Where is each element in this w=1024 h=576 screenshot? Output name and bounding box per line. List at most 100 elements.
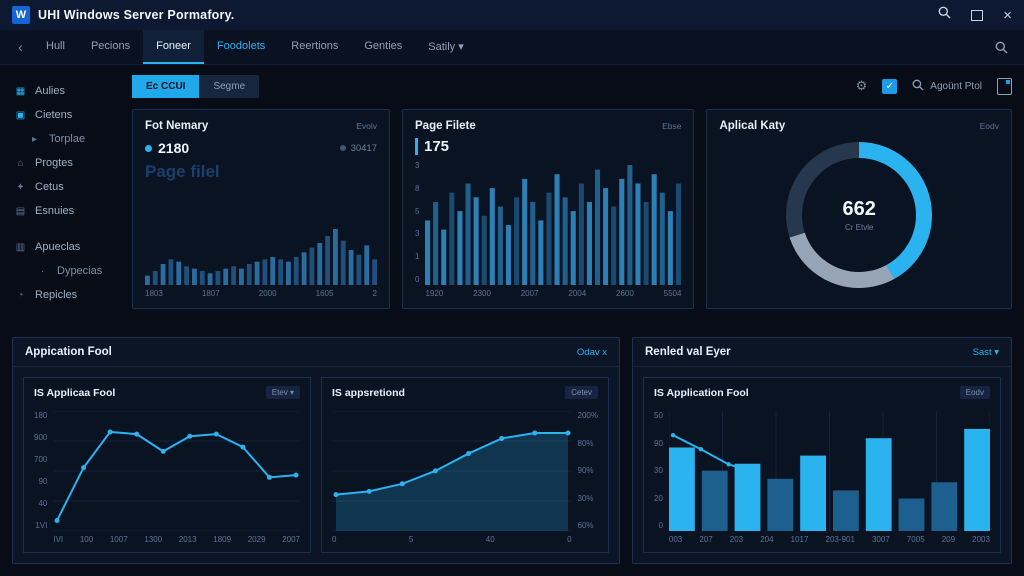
axis-label: 1 [415, 252, 420, 262]
segment-inactive-button[interactable]: Segme [199, 74, 260, 98]
axis-label: 3007 [871, 535, 890, 544]
panel-icon: ▥ [15, 241, 26, 253]
card-title: IS Application Fool [654, 386, 749, 399]
grid-icon: ▦ [15, 85, 26, 97]
sidebar-item-label: Cietens [35, 109, 73, 121]
axis-label: 30% [577, 493, 594, 503]
axis-label: 3 [415, 161, 420, 170]
toolbar-right-icons: ⚙ ✓ Agoünt Ptol [855, 77, 1012, 95]
sidebar-item-dypecias[interactable]: · Dypecias [0, 259, 128, 283]
gear-icon[interactable]: ⚙ [855, 78, 868, 93]
card-filter-dropdown[interactable]: Cetev [565, 386, 598, 399]
axis-label: 1017 [790, 535, 809, 544]
apppool-line-chart [53, 411, 301, 531]
panel-action-dropdown[interactable]: Eodv [979, 121, 999, 131]
segmented-control: Ec CCUI Segme [132, 74, 260, 98]
main-content: Ec CCUI Segme ⚙ ✓ Agoünt Ptol [128, 65, 1024, 327]
tab-hull[interactable]: Hull [46, 40, 65, 52]
line-chart-card: IS Applicaa Fool Etev ▾ 180 900 700 90 40 1VI… [23, 377, 311, 553]
axis-label: 2000 [258, 289, 277, 298]
sidebar-item-label: Torplae [49, 133, 86, 145]
axis-label: 1920 [425, 289, 444, 298]
nav-search-icon[interactable] [987, 30, 1016, 64]
axis-label: 90 [654, 438, 663, 448]
bar-chart-card: IS Application Fool Eodv 50 90 30 20 0 003 20… [643, 377, 1001, 553]
top-navbar: ‹ Hull Pecions Foneer Foodolets Reertion… [0, 30, 1024, 65]
titlebar: W UHI Windows Server Pormafory. × [0, 0, 1024, 30]
pagefile-panel: Page Filete Ebse 175 3 8 5 3 1 0 1920 2300 2007… [402, 109, 695, 309]
sidebar-item-repicles[interactable]: ◔ Repicles [0, 283, 128, 307]
x-axis-labels: 0 5 40 0 [332, 535, 572, 544]
panel-title: Renled val Eyer [645, 346, 731, 358]
donut-chart-wrap: 662 Cr Etvle [719, 132, 999, 298]
tab-foneer[interactable]: Foneer [143, 30, 204, 64]
tab-pecions[interactable]: Pecions [90, 40, 131, 52]
axis-label: 2003 [972, 535, 990, 544]
tab-reertions[interactable]: Reertions [291, 40, 339, 52]
axis-label: 90% [577, 466, 594, 475]
axis-label: 003 [668, 535, 683, 544]
axis-label: 0 [332, 535, 337, 544]
axis-label: 207 [699, 535, 713, 544]
axis-label: 1809 [213, 535, 232, 544]
tab-foodolets[interactable]: Foodolets [216, 40, 266, 52]
content-toolbar: Ec CCUI Segme ⚙ ✓ Agoünt Ptol [132, 73, 1012, 99]
y-axis-labels: 200% 80% 90% 30% 60% [578, 411, 598, 544]
sidebar-item-aulies[interactable]: ▦ Aulies [0, 79, 128, 103]
restore-window-icon[interactable] [971, 9, 984, 21]
report-icon[interactable] [997, 77, 1012, 95]
sidebar-item-label: Esnuies [35, 205, 75, 217]
panel-title: Aplical Katy [719, 120, 786, 132]
x-axis-labels: IVI 100 1007 1300 2013 1809 2029 2007 [53, 535, 300, 544]
tab-satily-dropdown[interactable]: Satily ▾ [428, 40, 464, 53]
donut-center-label: Cr Etvle [844, 223, 874, 232]
account-search[interactable]: Agoünt Ptol [912, 79, 982, 94]
segment-active-button[interactable]: Ec CCUI [132, 74, 200, 98]
panel-action-dropdown[interactable]: Sast ▾ [972, 346, 999, 358]
legend-secondary: 30417 [339, 142, 377, 154]
legend-secondary-value: 30417 [350, 142, 377, 154]
sidebar-item-cietens[interactable]: ▣ Cietens [0, 103, 128, 127]
sidebar-item-cetus[interactable]: ✦ Cetus [0, 175, 128, 199]
window-title: UHI Windows Server Pormafory. [38, 8, 235, 22]
gauge-panel: Aplical Katy Eodv 662 Cr Etvle [706, 109, 1012, 309]
sub-item-icon: ▸ [31, 133, 38, 145]
axis-label: 1807 [201, 289, 220, 298]
axis-label: 30 [654, 466, 663, 475]
axis-label: 180 [34, 411, 48, 420]
panel-title: Page Filete [415, 120, 476, 132]
search-icon [912, 79, 924, 94]
close-window-icon[interactable]: × [1003, 6, 1012, 24]
panel-action-dropdown[interactable]: Evolv [356, 121, 377, 131]
card-filter-dropdown[interactable]: Eodv [959, 386, 990, 399]
x-axis-labels: 1920 2300 2007 2004 2600 5504 [425, 289, 681, 298]
clock-icon: ◔ [17, 289, 24, 301]
panel-action-dropdown[interactable]: Ebse [662, 121, 682, 131]
ghost-watermark-text: Page filel [145, 162, 220, 181]
x-axis-labels: 1803 1807 2000 1605 2 [145, 289, 377, 298]
sidebar-item-label: Progtes [35, 157, 73, 169]
back-chevron-icon[interactable]: ‹ [18, 38, 23, 56]
sidebar-item-apueclas[interactable]: ▥ Apueclas [0, 235, 128, 259]
axis-label: 80% [577, 438, 594, 448]
legend-primary: 2180 [145, 140, 189, 156]
sidebar-item-progtes[interactable]: ⌂ Progtes [0, 151, 128, 175]
card-filter-dropdown[interactable]: Etev ▾ [265, 386, 300, 399]
sidebar-item-label: Cetus [35, 181, 64, 193]
axis-label: 209 [941, 535, 956, 544]
axis-label: 200% [577, 411, 598, 420]
panel-action-link[interactable]: Odav x [576, 346, 607, 358]
search-icon[interactable] [938, 6, 951, 24]
axis-label: 203-901 [825, 535, 855, 544]
axis-label: 7005 [906, 535, 925, 544]
sidebar-item-torplae[interactable]: ▸ Torplae [0, 127, 128, 151]
home-icon: ⌂ [17, 157, 24, 169]
sidebar-item-label: Aulies [35, 85, 65, 97]
axis-label: 5 [415, 206, 420, 216]
tab-genties[interactable]: Genties [364, 40, 403, 52]
checkbox-checked[interactable]: ✓ [882, 78, 898, 94]
sidebar-item-esnuies[interactable]: ▤ Esnuies [0, 199, 128, 223]
area-chart-card: IS appsretiond Cetev 0 5 40 0 200% 80% 90% 30%… [321, 377, 609, 553]
axis-label: 90 [38, 477, 48, 486]
y-axis-labels: 180 900 700 90 40 1VI [34, 411, 47, 544]
